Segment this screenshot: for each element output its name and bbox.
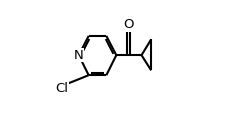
- Text: N: N: [73, 49, 83, 62]
- Text: O: O: [123, 18, 133, 31]
- Text: Cl: Cl: [55, 82, 68, 95]
